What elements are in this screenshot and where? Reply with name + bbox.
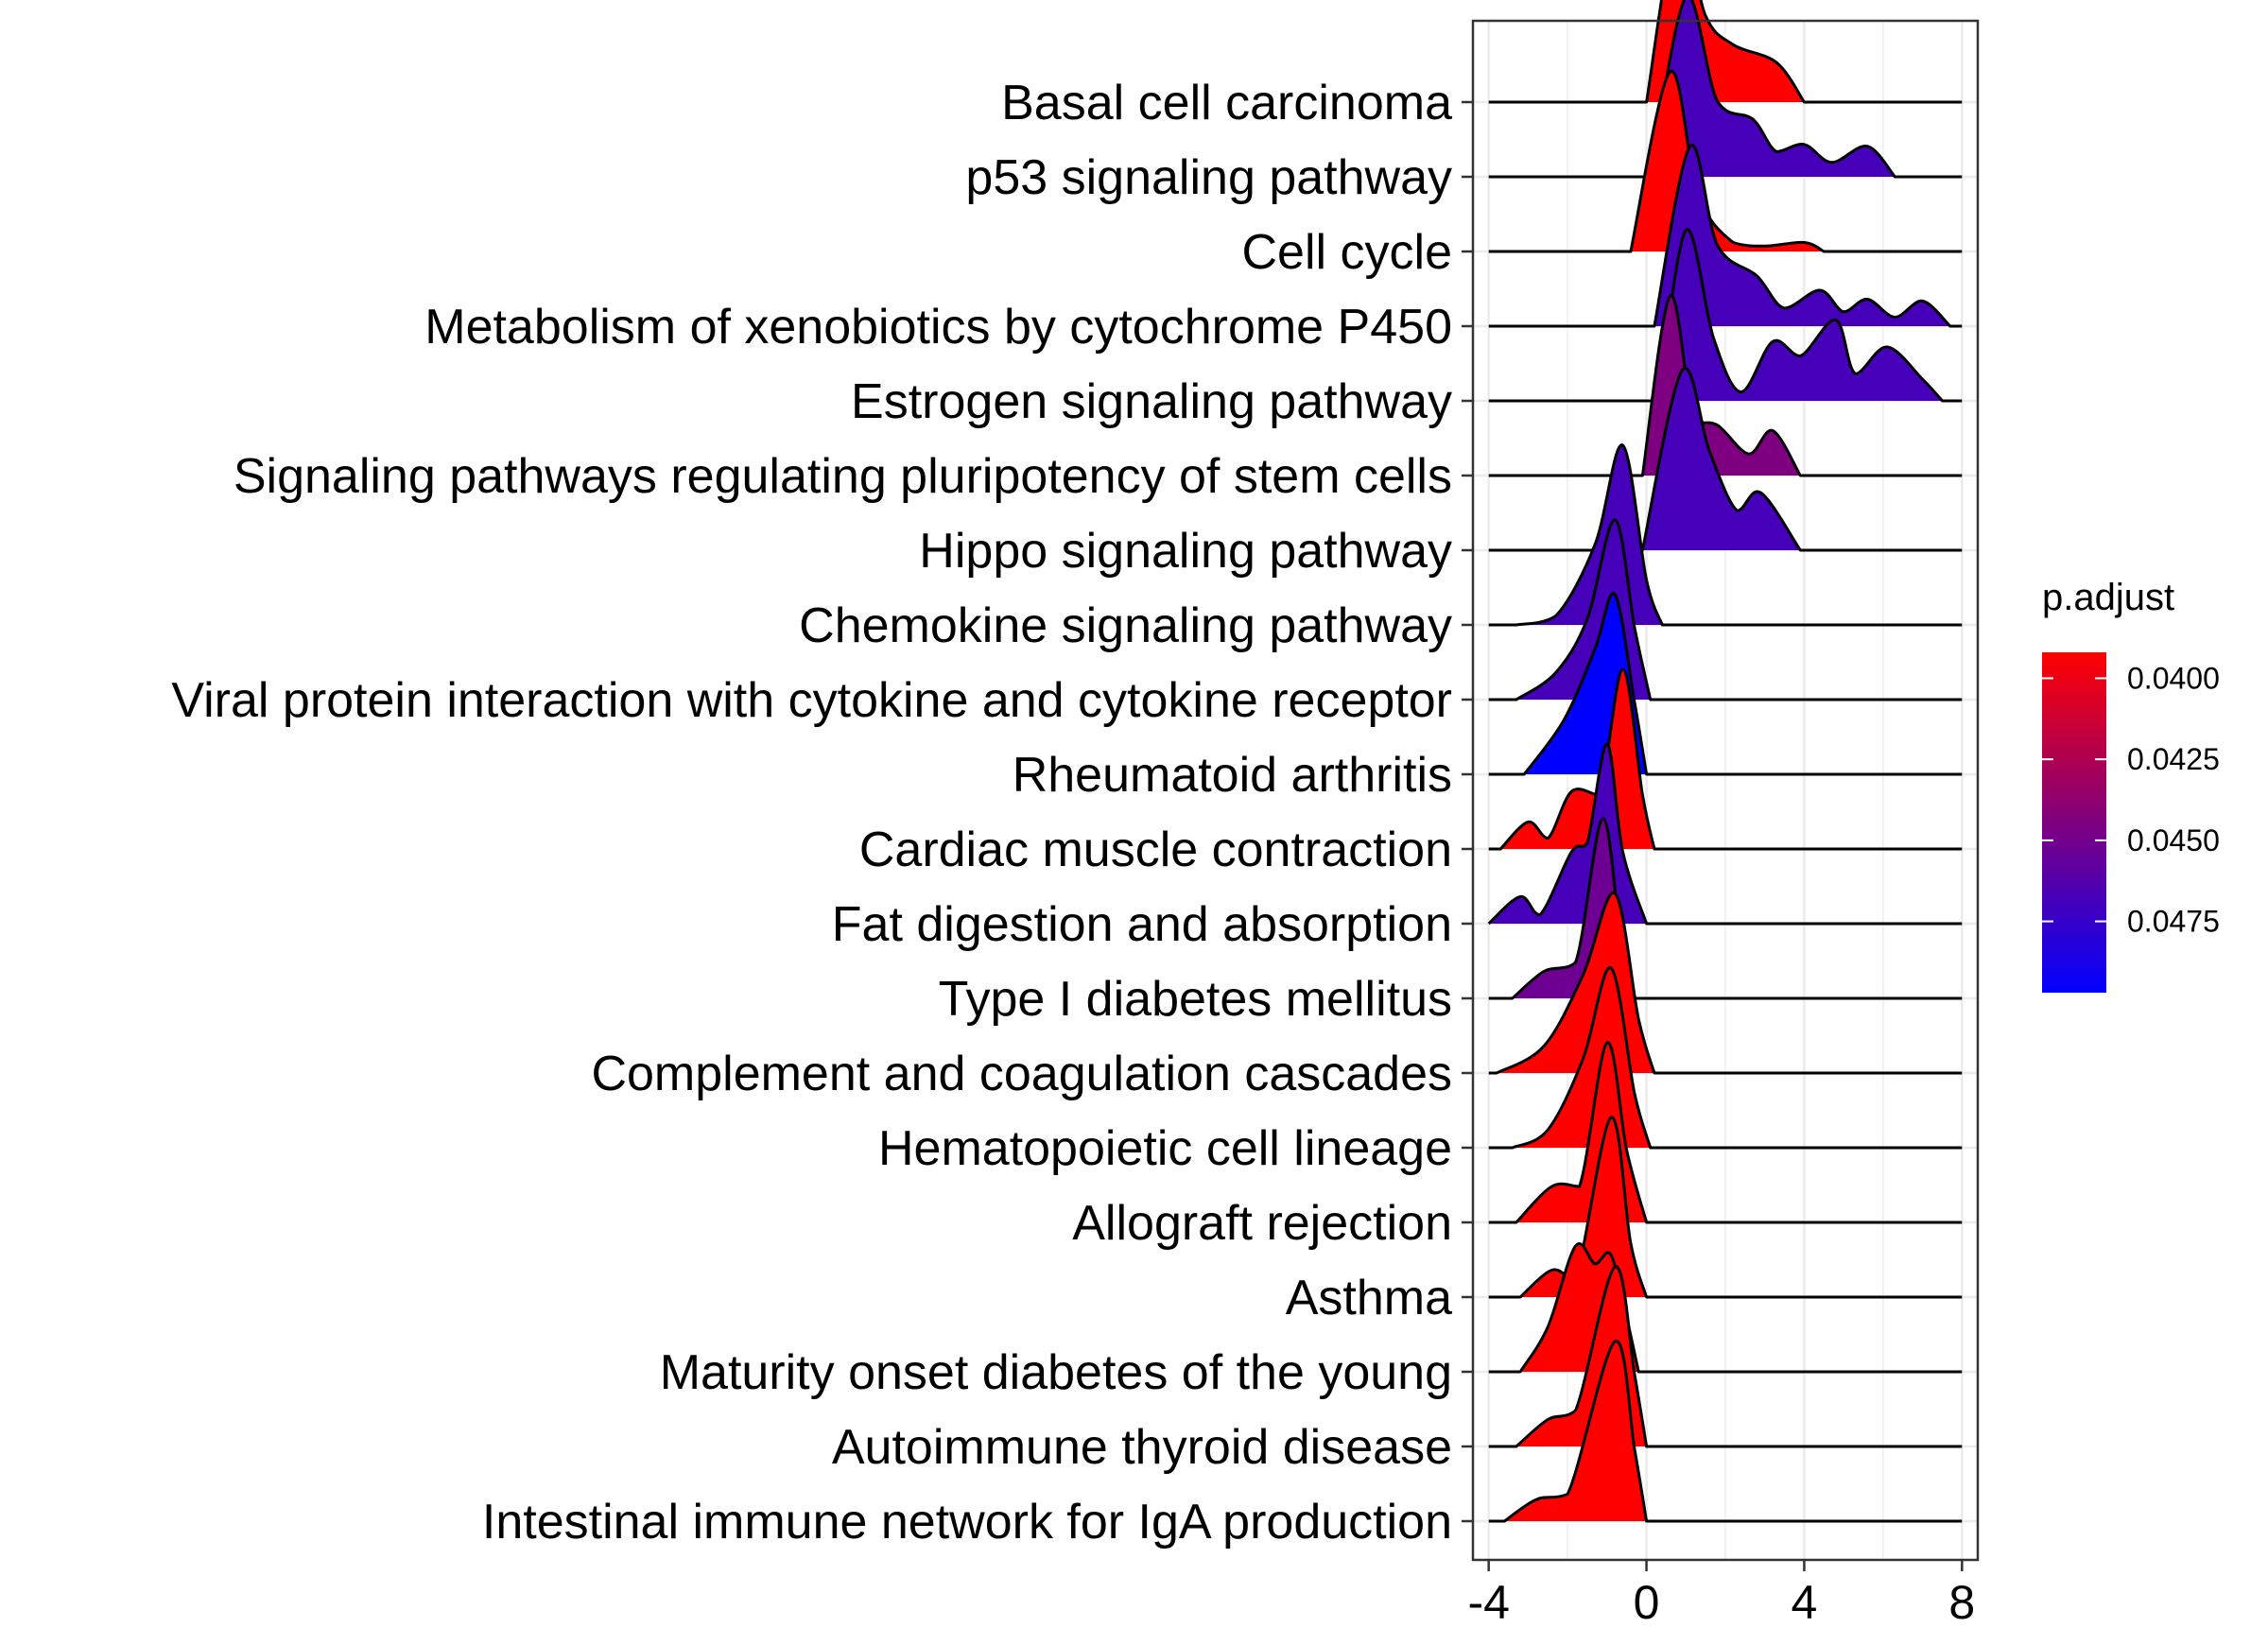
y-axis-label: Fat digestion and absorption [832,897,1452,952]
ridge-series [1488,144,1963,328]
ridge-density-line [1488,592,1963,776]
ridge-density-line [1488,518,1963,701]
x-axis: -4 0 4 8 [1467,1560,1975,1629]
ridge-density-line [1488,1340,1963,1523]
y-axis-label: Signaling pathways regulating pluripoten… [234,449,1452,504]
ridge-density-line [1488,892,1963,1075]
y-axis-label: Intestinal immune network for IgA produc… [482,1495,1452,1550]
ridge-density-line [1487,742,1963,926]
ridge-density-line [1488,144,1963,328]
x-axis-tick-label: 0 [1634,1576,1660,1629]
y-axis-label: Rheumatoid arthritis [1013,748,1452,803]
y-axis-label: Chemokine signaling pathway [799,598,1452,653]
y-axis-label: Viral protein interaction with cytokine … [171,673,1452,728]
y-axis-label: p53 signaling pathway [965,150,1452,205]
y-axis-label: Hematopoietic cell lineage [878,1121,1452,1176]
ridge-density-fill [1642,368,1801,550]
y-axis-label: Allograft rejection [1072,1196,1452,1251]
ridge-density-line [1488,0,1963,104]
ridge-series [1488,1116,1963,1299]
legend-tick-label: 0.0475 [2127,905,2220,939]
y-axis-label: Asthma [1286,1271,1452,1325]
ridge-density-line [1488,443,1963,627]
ridge-series [1488,367,1963,552]
x-axis-tick-label: -4 [1467,1576,1509,1629]
legend-ticks: 0.0400 0.0425 0.0450 0.0475 [2042,661,2220,939]
ridge-density-line [1488,1265,1963,1448]
y-axis-label: Cell cycle [1242,225,1453,280]
y-axis-label: Basal cell carcinoma [1001,76,1452,130]
y-axis-labels: Basal cell carcinoma p53 signaling pathwa… [171,76,1473,1550]
y-axis-label: Autoimmune thyroid disease [832,1420,1452,1475]
ridge-series [1488,0,1963,179]
y-axis-label: Type I diabetes mellitus [939,972,1452,1027]
ridge-density-line [1488,1116,1963,1299]
x-axis-tick-label: 4 [1792,1576,1818,1629]
ridge-density-line [1488,228,1963,403]
plot-panel [1471,0,1980,1562]
y-axis-label: Cardiac muscle contraction [859,822,1452,877]
legend-tick-label: 0.0400 [2127,661,2220,695]
legend-title: p.adjust [2042,577,2174,618]
ridge-density-fill [1504,1341,1647,1521]
y-axis-label: Maturity onset diabetes of the young [660,1345,1452,1400]
ridge-density-line [1488,294,1963,477]
y-axis-label: Hippo signaling pathway [919,524,1452,579]
ridge-density-line [1488,0,1963,179]
y-axis-label: Estrogen signaling pathway [851,374,1452,429]
ridge-density-line [1488,1041,1963,1224]
x-axis-tick-label: 8 [1948,1576,1975,1629]
legend-tick-label: 0.0425 [2127,742,2220,776]
y-axis-label: Metabolism of xenobiotics by cytochrome … [424,300,1452,355]
ridge-density-fill [1520,1117,1647,1297]
ridge-density-line [1488,367,1963,552]
ridge-density-fill [1650,0,1896,177]
panel-border [1471,19,1980,1562]
color-legend: p.adjust 0.0400 0.0425 0.0450 0.0475 [2042,577,2220,993]
ridge-density-fill [1653,145,1950,326]
ridges [1487,0,1963,1523]
legend-colorbar [2042,652,2106,993]
legend-tick-label: 0.0450 [2127,823,2220,857]
y-axis-label: Complement and coagulation cascades [591,1047,1452,1101]
ridge-series [1488,1340,1963,1523]
ridge-density-line [1488,966,1963,1150]
